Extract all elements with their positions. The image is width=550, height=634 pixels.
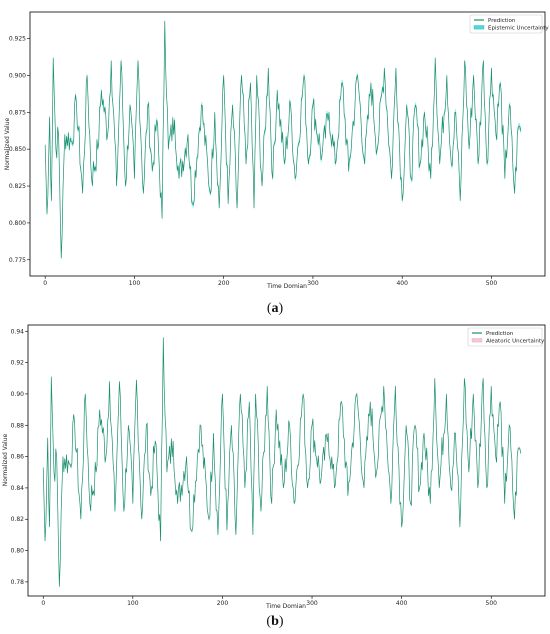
y-tick-label: 0.900 — [9, 72, 26, 79]
x-tick-label: 500 — [486, 280, 498, 287]
x-tick-label: 100 — [127, 600, 139, 607]
chart-panel-b: 0 100 200 300 400 500 0.78 0.80 0.82 0.84 0.86 0.8… — [2, 324, 546, 629]
legend: Prediction Epistemic Uncertainty — [469, 14, 549, 34]
legend-uncertainty-swatch — [473, 25, 485, 30]
legend-uncertainty-label: Epistemic Uncertainty — [488, 26, 549, 32]
x-axis-label: Time Domian — [265, 603, 306, 610]
x-tick-label: 0 — [41, 600, 45, 607]
legend-prediction-label: Prediction — [488, 18, 516, 24]
x-axis-ticks: 0 100 200 300 400 500 — [41, 596, 497, 607]
y-tick-label: 0.80 — [11, 548, 25, 555]
y-tick-label: 0.86 — [11, 454, 25, 461]
y-tick-label: 0.82 — [11, 516, 25, 523]
panel-caption-b: (b) — [266, 614, 283, 629]
legend-uncertainty-label: Aleatoric Uncertainty — [486, 339, 545, 345]
x-tick-label: 400 — [396, 600, 408, 607]
y-axis-label: Normalized Value — [4, 117, 11, 170]
x-tick-label: 500 — [486, 600, 498, 607]
panel-caption-letter: b — [271, 614, 279, 629]
y-tick-label: 0.825 — [9, 183, 26, 190]
y-axis-ticks: 0.775 0.800 0.825 0.850 0.875 0.900 0.925 — [9, 36, 30, 264]
x-axis-label: Time Domian — [266, 283, 307, 290]
x-tick-label: 200 — [218, 280, 230, 287]
panel-caption-letter: a — [272, 301, 279, 316]
y-tick-label: 0.88 — [11, 422, 25, 429]
legend-box — [469, 14, 543, 34]
x-tick-label: 0 — [43, 280, 47, 287]
y-tick-label: 0.78 — [11, 579, 25, 586]
y-tick-label: 0.850 — [9, 146, 26, 153]
y-axis-label: Normalized Value — [2, 433, 9, 486]
panel-caption-a: (a) — [267, 301, 284, 316]
x-tick-label: 200 — [217, 600, 229, 607]
y-tick-label: 0.90 — [11, 391, 25, 398]
y-axis-ticks: 0.78 0.80 0.82 0.84 0.86 0.88 0.90 0.92 0.94 — [11, 328, 28, 586]
legend: Prediction Aleatoric Uncertainty — [467, 327, 545, 347]
y-tick-label: 0.92 — [11, 360, 25, 367]
y-tick-label: 0.94 — [11, 328, 25, 335]
x-tick-label: 400 — [396, 280, 408, 287]
legend-box — [467, 327, 543, 347]
legend-prediction-label: Prediction — [486, 331, 514, 337]
y-tick-label: 0.84 — [11, 485, 25, 492]
x-axis-ticks: 0 100 200 300 400 500 — [43, 276, 497, 287]
x-tick-label: 300 — [307, 280, 319, 287]
y-tick-label: 0.775 — [9, 257, 26, 264]
chart-panel-a: 0 100 200 300 400 500 0.775 0.800 0.825 0.850 0.8… — [4, 11, 549, 316]
x-tick-label: 300 — [306, 600, 318, 607]
y-tick-label: 0.875 — [9, 109, 26, 116]
x-tick-label: 100 — [129, 280, 141, 287]
prediction-line — [42, 337, 522, 587]
legend-uncertainty-swatch — [471, 338, 483, 343]
y-tick-label: 0.800 — [9, 220, 26, 227]
prediction-line — [44, 20, 522, 259]
y-tick-label: 0.925 — [9, 36, 26, 43]
